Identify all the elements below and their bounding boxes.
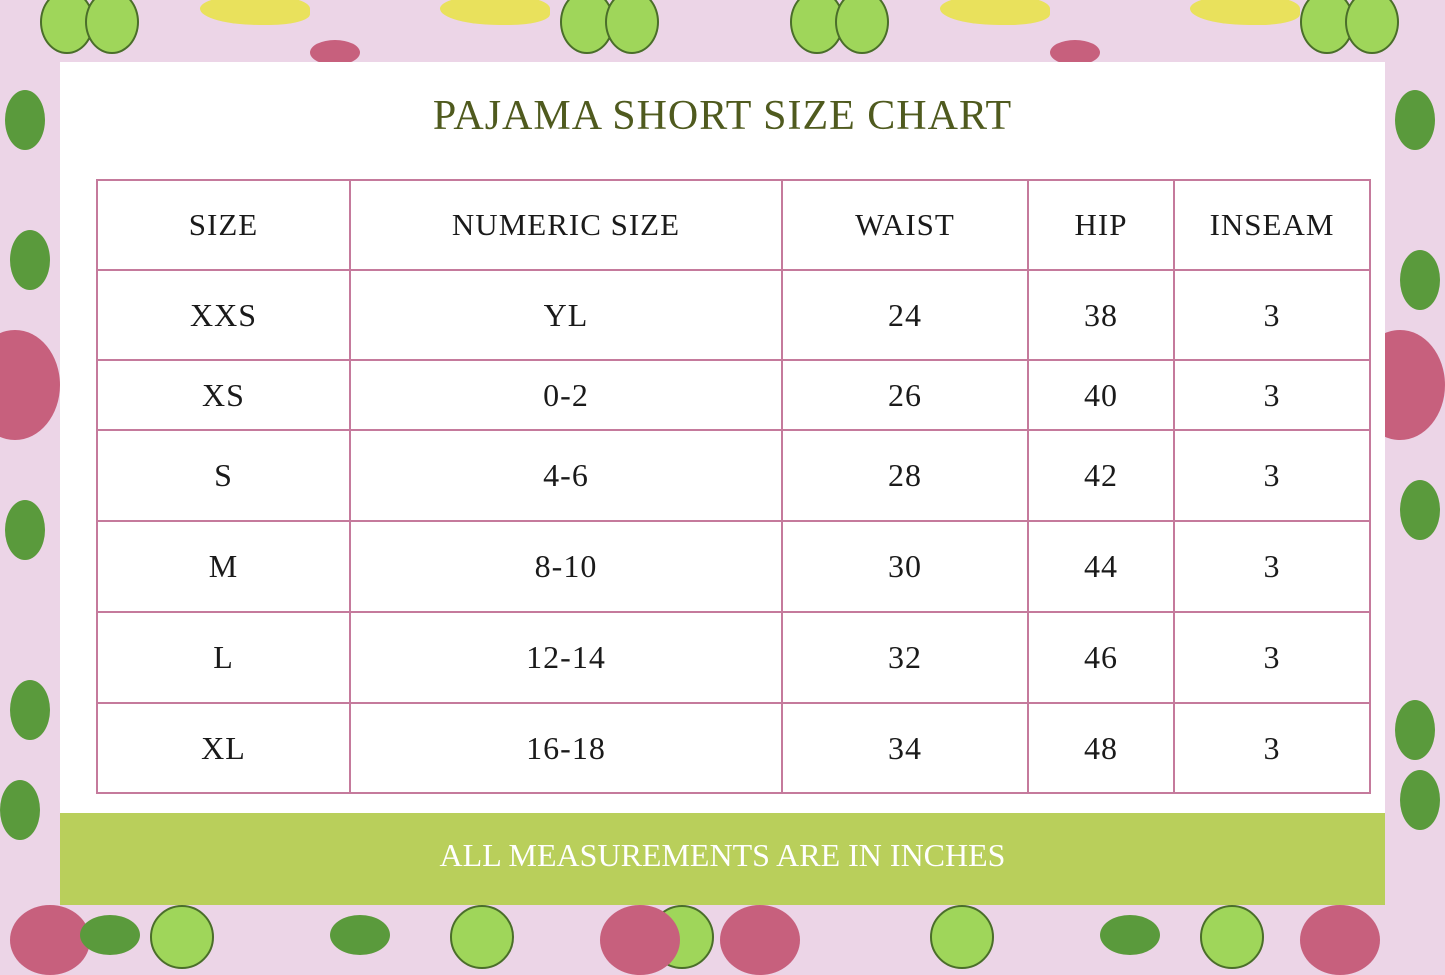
- fruit-icon: [85, 0, 139, 54]
- table-row: XS 0-2 26 40 3: [96, 359, 1371, 431]
- leaf-icon: [1400, 250, 1440, 310]
- flower-icon: [10, 905, 90, 975]
- fruit-icon: [605, 0, 659, 54]
- cell-hip: 44: [1027, 520, 1175, 613]
- leaf-icon: [1395, 700, 1435, 760]
- cell-numeric-size: 16-18: [349, 702, 783, 794]
- flower-icon: [1050, 40, 1100, 65]
- cell-inseam: 3: [1173, 269, 1371, 361]
- cell-numeric-size: 4-6: [349, 429, 783, 522]
- cell-waist: 28: [781, 429, 1029, 522]
- table-row: M 8-10 30 44 3: [96, 520, 1371, 613]
- cell-waist: 26: [781, 359, 1029, 431]
- cell-size: L: [96, 611, 351, 704]
- cell-hip: 48: [1027, 702, 1175, 794]
- cell-hip: 42: [1027, 429, 1175, 522]
- leaf-icon: [1100, 915, 1160, 955]
- cell-inseam: 3: [1173, 611, 1371, 704]
- bird-icon: [940, 0, 1050, 25]
- cell-numeric-size: YL: [349, 269, 783, 361]
- cell-inseam: 3: [1173, 520, 1371, 613]
- table-row: XL 16-18 34 48 3: [96, 702, 1371, 794]
- leaf-icon: [1400, 770, 1440, 830]
- cell-size: XS: [96, 359, 351, 431]
- leaf-icon: [1400, 480, 1440, 540]
- cell-numeric-size: 0-2: [349, 359, 783, 431]
- flower-icon: [0, 330, 60, 440]
- size-chart-panel: PAJAMA SHORT SIZE CHART SIZE NUMERIC SIZ…: [60, 62, 1385, 905]
- cell-numeric-size: 12-14: [349, 611, 783, 704]
- leaf-icon: [10, 230, 50, 290]
- table-row: S 4-6 28 42 3: [96, 429, 1371, 522]
- fruit-icon: [1200, 905, 1264, 969]
- cell-hip: 38: [1027, 269, 1175, 361]
- fruit-icon: [150, 905, 214, 969]
- table-row: XXS YL 24 38 3: [96, 269, 1371, 361]
- fruit-icon: [835, 0, 889, 54]
- cell-hip: 40: [1027, 359, 1175, 431]
- header-size: SIZE: [96, 179, 351, 271]
- cell-waist: 24: [781, 269, 1029, 361]
- header-numeric-size: NUMERIC SIZE: [349, 179, 783, 271]
- cell-waist: 32: [781, 611, 1029, 704]
- bird-icon: [200, 0, 310, 25]
- cell-hip: 46: [1027, 611, 1175, 704]
- cell-waist: 30: [781, 520, 1029, 613]
- leaf-icon: [10, 680, 50, 740]
- flower-icon: [1300, 905, 1380, 975]
- bird-icon: [1190, 0, 1300, 25]
- cell-numeric-size: 8-10: [349, 520, 783, 613]
- fruit-icon: [1345, 0, 1399, 54]
- cell-inseam: 3: [1173, 359, 1371, 431]
- cell-inseam: 3: [1173, 702, 1371, 794]
- cell-size: S: [96, 429, 351, 522]
- cell-size: M: [96, 520, 351, 613]
- flower-icon: [720, 905, 800, 975]
- leaf-icon: [5, 90, 45, 150]
- fruit-icon: [450, 905, 514, 969]
- fruit-icon: [930, 905, 994, 969]
- measurement-note: ALL MEASUREMENTS ARE IN INCHES: [60, 813, 1385, 905]
- leaf-icon: [5, 500, 45, 560]
- leaf-icon: [330, 915, 390, 955]
- size-table: SIZE NUMERIC SIZE WAIST HIP INSEAM XXS YL…: [96, 179, 1371, 794]
- flower-icon: [600, 905, 680, 975]
- flower-icon: [310, 40, 360, 65]
- leaf-icon: [1395, 90, 1435, 150]
- header-inseam: INSEAM: [1173, 179, 1371, 271]
- header-hip: HIP: [1027, 179, 1175, 271]
- table-row: L 12-14 32 46 3: [96, 611, 1371, 704]
- header-waist: WAIST: [781, 179, 1029, 271]
- cell-waist: 34: [781, 702, 1029, 794]
- page-title: PAJAMA SHORT SIZE CHART: [432, 93, 1013, 139]
- cell-size: XXS: [96, 269, 351, 361]
- leaf-icon: [0, 780, 40, 840]
- cell-size: XL: [96, 702, 351, 794]
- table-header-row: SIZE NUMERIC SIZE WAIST HIP INSEAM: [96, 179, 1371, 271]
- bird-icon: [440, 0, 550, 25]
- cell-inseam: 3: [1173, 429, 1371, 522]
- leaf-icon: [80, 915, 140, 955]
